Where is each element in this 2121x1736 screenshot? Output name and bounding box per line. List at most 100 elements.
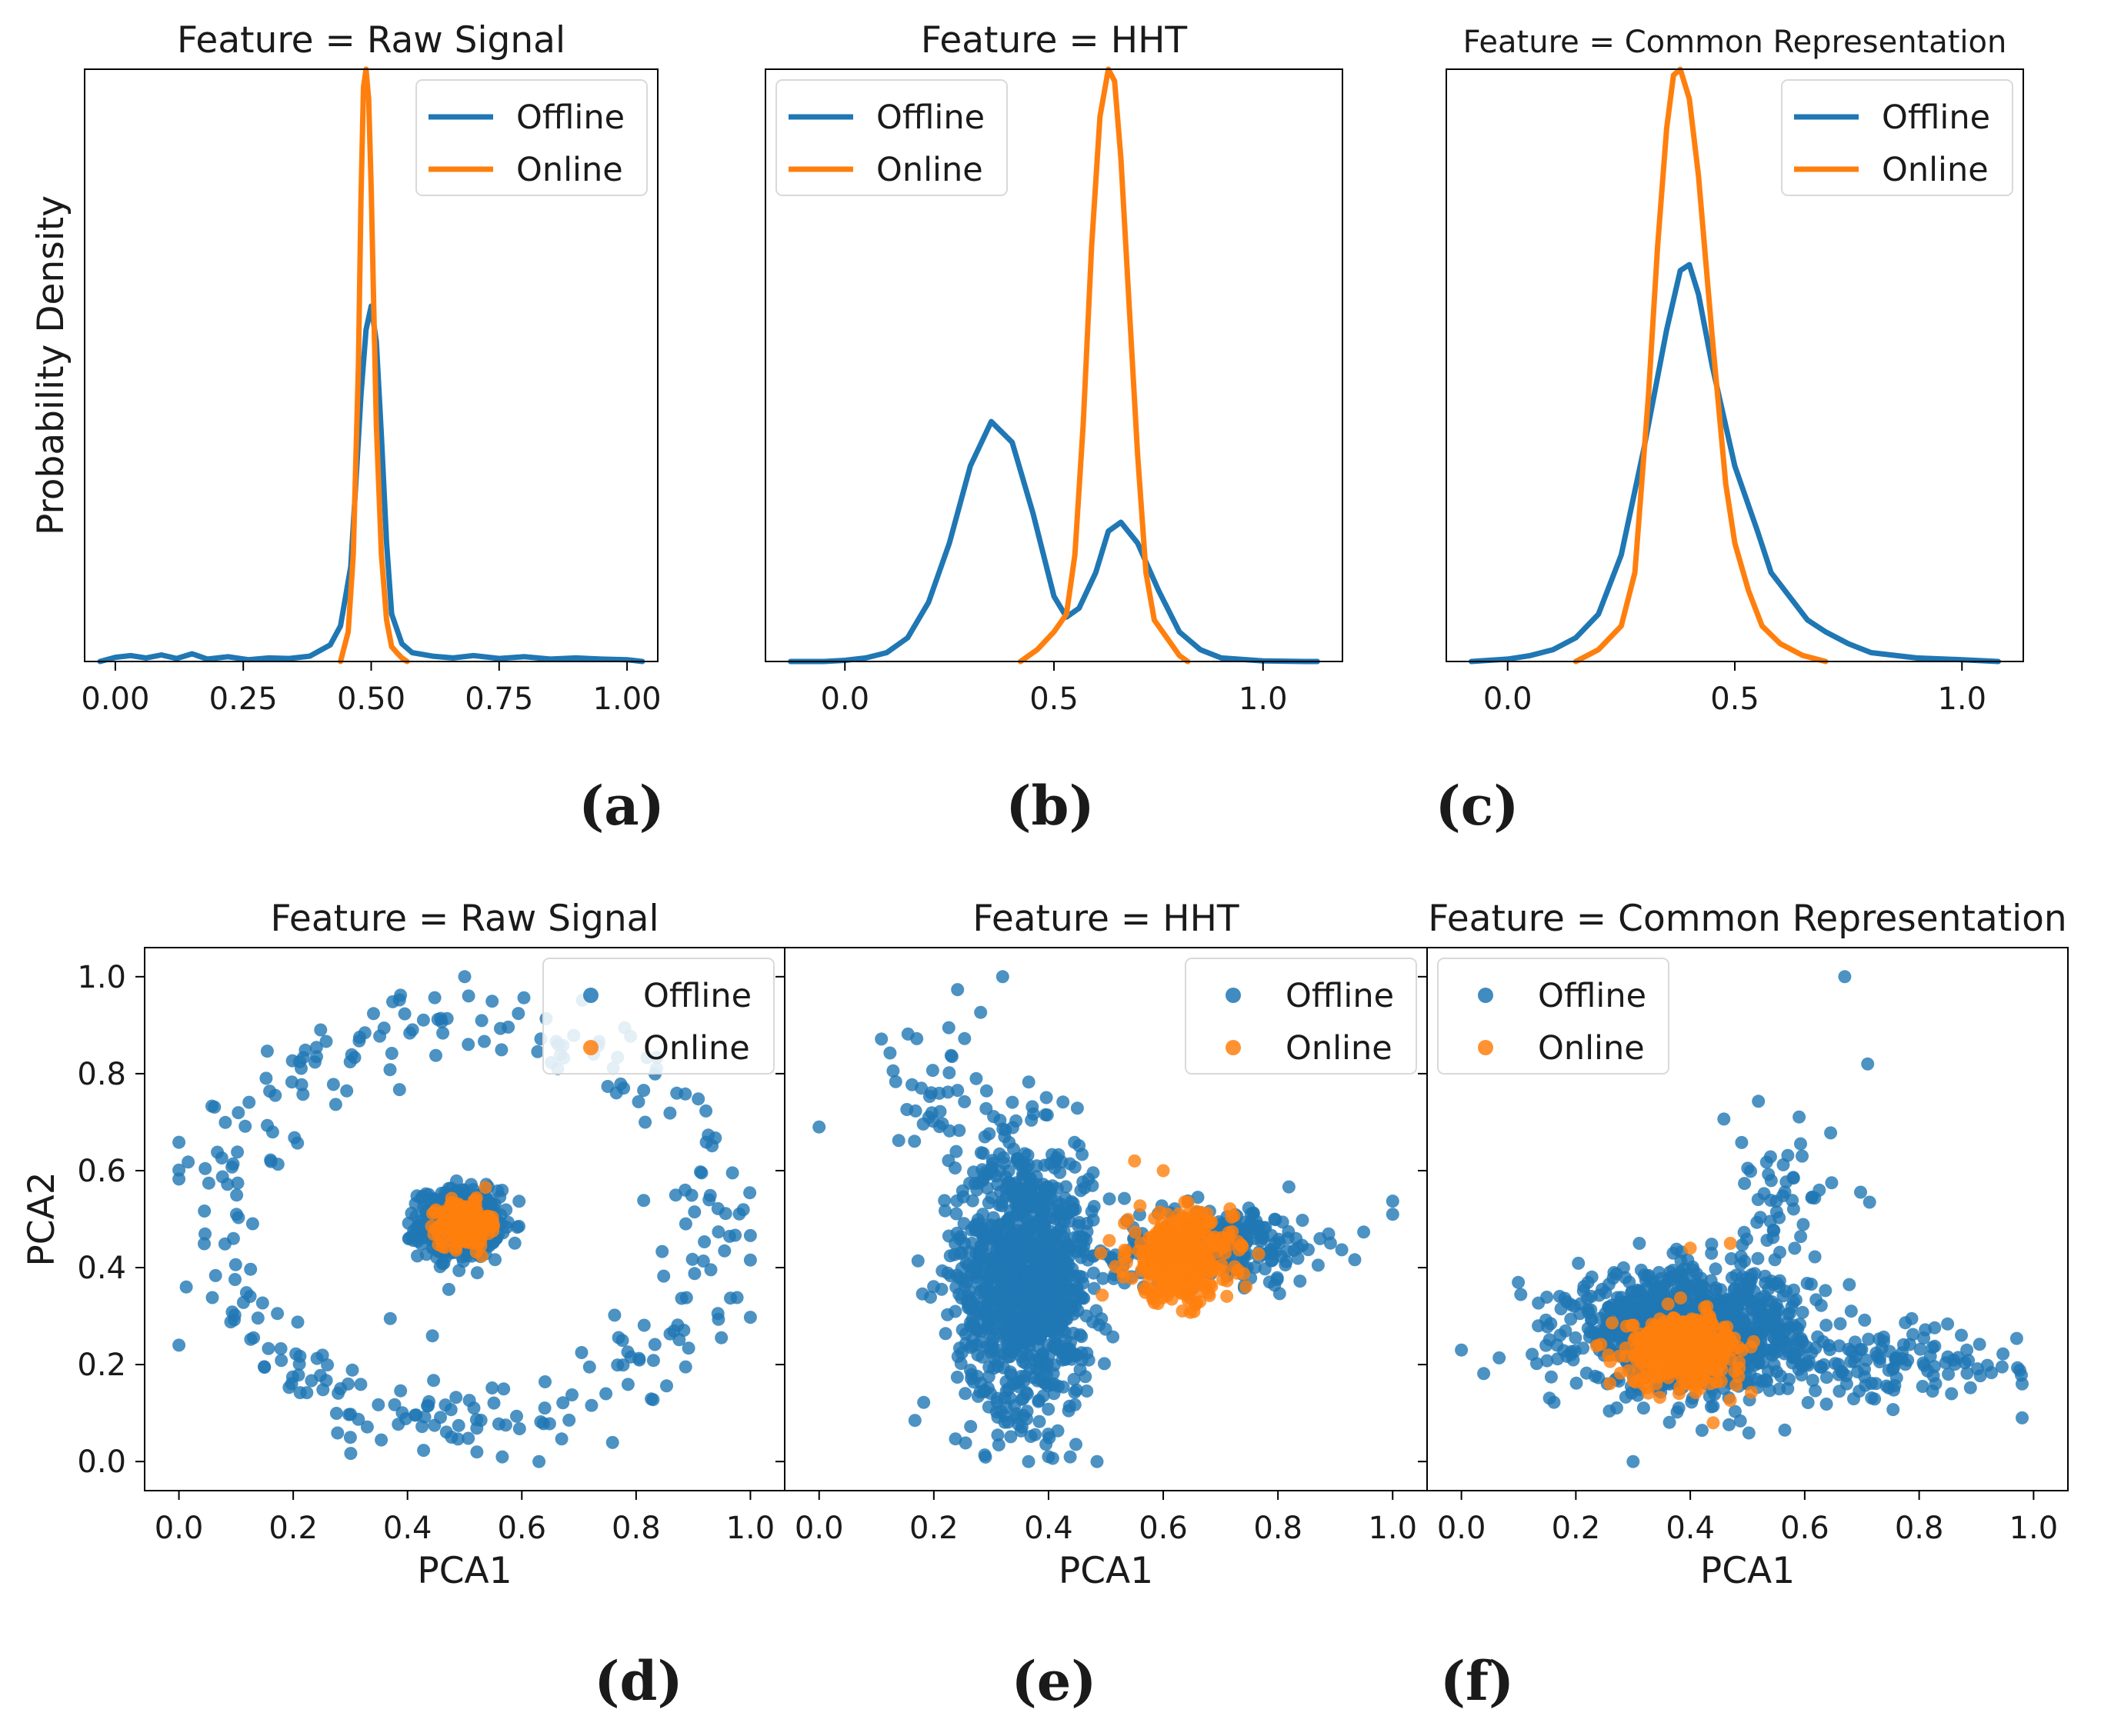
scatter-point-online bbox=[468, 1219, 482, 1233]
panel-caption: (a) bbox=[579, 774, 665, 838]
scatter-point-offline bbox=[1890, 1354, 1903, 1368]
scatter-point-offline bbox=[1773, 1245, 1786, 1259]
scatter-point-offline bbox=[1022, 1454, 1035, 1468]
scatter-point-offline bbox=[1793, 1318, 1807, 1331]
scatter-point-online bbox=[1121, 1212, 1135, 1226]
scatter-point-offline bbox=[1036, 1245, 1050, 1259]
scatter-point-online bbox=[1642, 1355, 1656, 1369]
scatter-point-offline bbox=[310, 1351, 324, 1365]
scatter-point-offline bbox=[1851, 1365, 1864, 1378]
scatter-point-offline bbox=[1769, 1298, 1783, 1312]
x-tick-label: 0.2 bbox=[909, 1511, 959, 1546]
scatter-point-offline bbox=[1819, 1284, 1833, 1298]
scatter-point-offline bbox=[617, 1081, 631, 1095]
scatter-point-offline bbox=[699, 1104, 713, 1118]
scatter-point-offline bbox=[976, 1171, 990, 1185]
scatter-point-offline bbox=[1010, 1155, 1024, 1168]
legend-label-online: Online bbox=[516, 151, 623, 189]
scatter-point-offline bbox=[236, 1295, 250, 1309]
scatter-point-offline bbox=[1698, 1281, 1712, 1295]
scatter-point-offline bbox=[1741, 1161, 1755, 1175]
scatter-point-offline bbox=[1789, 1293, 1803, 1307]
scatter-point-offline bbox=[1025, 1311, 1039, 1324]
scatter-point-offline bbox=[517, 991, 531, 1005]
scatter-point-offline bbox=[344, 1447, 358, 1461]
scatter-point-offline bbox=[1796, 1305, 1809, 1319]
scatter-point-online bbox=[1672, 1347, 1686, 1361]
scatter-point-offline bbox=[979, 1101, 993, 1115]
scatter-point-online bbox=[1653, 1391, 1666, 1404]
scatter-point-offline bbox=[305, 1374, 318, 1388]
scatter-point-offline bbox=[251, 1311, 265, 1325]
scatter-point-offline bbox=[1751, 1349, 1765, 1363]
scatter-point-offline bbox=[556, 1396, 570, 1410]
scatter-point-offline bbox=[925, 1086, 938, 1100]
scatter-point-offline bbox=[1824, 1126, 1838, 1140]
scatter-point-offline bbox=[991, 1391, 1004, 1405]
scatter-point-offline bbox=[501, 1215, 515, 1229]
scatter-point-offline bbox=[1038, 1158, 1052, 1172]
scatter-point-offline bbox=[1269, 1213, 1282, 1227]
scatter-point-online bbox=[1203, 1217, 1216, 1231]
scatter-point-online bbox=[1203, 1265, 1217, 1278]
scatter-point-offline bbox=[938, 1194, 952, 1208]
scatter-point-offline bbox=[538, 1401, 552, 1415]
scatter-point-offline bbox=[1906, 1328, 1919, 1341]
scatter-point-offline bbox=[202, 1176, 215, 1190]
scatter-point-offline bbox=[724, 1291, 737, 1305]
scatter-point-offline bbox=[292, 1368, 305, 1382]
scatter-point-offline bbox=[959, 1387, 972, 1401]
scatter-point-online bbox=[1149, 1261, 1162, 1275]
scatter-point-offline bbox=[1090, 1454, 1104, 1468]
y-tick-label: 0.4 bbox=[77, 1251, 126, 1286]
x-tick-label: 0.8 bbox=[1253, 1511, 1302, 1546]
legend-swatch-offline bbox=[1478, 988, 1493, 1003]
scatter-point-offline bbox=[605, 1435, 619, 1449]
scatter-point-online bbox=[1132, 1244, 1146, 1258]
scatter-point-offline bbox=[1917, 1358, 1931, 1372]
x-tick-label: 0.0 bbox=[820, 681, 869, 717]
scatter-point-offline bbox=[1087, 1200, 1101, 1213]
scatter-point-online bbox=[443, 1202, 457, 1216]
scatter-point-offline bbox=[677, 1324, 691, 1337]
scatter-point-offline bbox=[645, 1392, 659, 1406]
scatter-point-offline bbox=[1686, 1260, 1699, 1274]
scatter-point-offline bbox=[1011, 1197, 1025, 1211]
scatter-point-offline bbox=[599, 1387, 613, 1401]
scatter-point-offline bbox=[1592, 1324, 1606, 1338]
scatter-point-offline bbox=[1036, 1389, 1050, 1403]
scatter-point-offline bbox=[1905, 1311, 1919, 1325]
scatter-point-offline bbox=[1844, 1304, 1858, 1318]
scatter-point-offline bbox=[1636, 1401, 1650, 1415]
legend-box bbox=[1185, 958, 1417, 1075]
scatter-point-offline bbox=[208, 1268, 222, 1282]
legend-label-offline: Offline bbox=[1286, 977, 1394, 1015]
scatter-point-offline bbox=[470, 1445, 484, 1459]
scatter-point-offline bbox=[228, 1258, 242, 1271]
scatter-point-offline bbox=[1098, 1357, 1111, 1371]
scatter-point-offline bbox=[703, 1188, 717, 1202]
density-line-offline bbox=[788, 418, 1320, 665]
scatter-point-online bbox=[1237, 1267, 1251, 1281]
scatter-point-online bbox=[1729, 1378, 1743, 1392]
scatter-point-offline bbox=[1063, 1282, 1077, 1296]
panel-title: Feature = Raw Signal bbox=[177, 19, 565, 62]
panel-title: Feature = HHT bbox=[921, 19, 1188, 62]
scatter-point-offline bbox=[1045, 1324, 1059, 1338]
scatter-point-offline bbox=[694, 1165, 707, 1179]
scatter-point-offline bbox=[1786, 1202, 1800, 1216]
scatter-point-offline bbox=[1928, 1321, 1942, 1334]
scatter-point-online bbox=[1187, 1246, 1201, 1260]
scatter-point-online bbox=[1673, 1381, 1687, 1394]
x-axis-label: PCA1 bbox=[1700, 1550, 1795, 1592]
scatter-point-offline bbox=[1913, 1342, 1927, 1356]
scatter-point-offline bbox=[428, 1193, 442, 1206]
scatter-point-online bbox=[1181, 1234, 1195, 1248]
scatter-point-offline bbox=[1059, 1351, 1073, 1364]
x-tick-label: 0.00 bbox=[81, 681, 149, 717]
scatter-point-offline bbox=[1003, 1236, 1016, 1250]
scatter-point-online bbox=[1172, 1270, 1186, 1284]
scatter-point-offline bbox=[2016, 1377, 2029, 1391]
